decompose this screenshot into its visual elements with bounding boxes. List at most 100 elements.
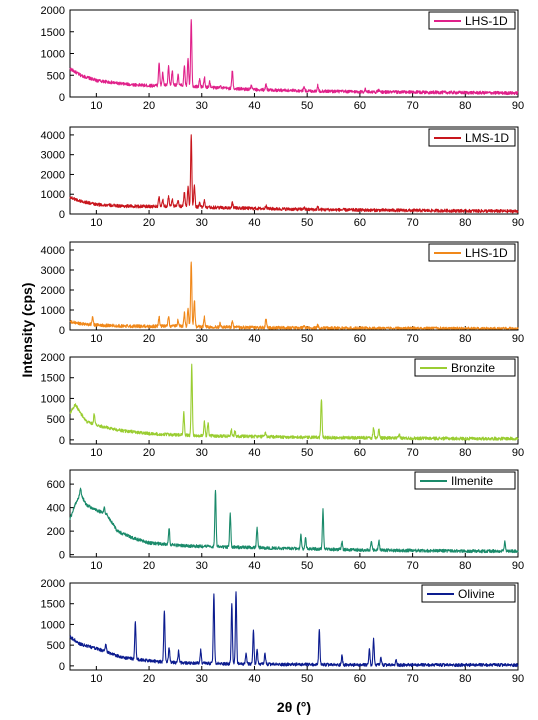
x-tick-label: 10 <box>90 560 102 572</box>
x-tick-label: 20 <box>143 447 155 459</box>
x-tick-label: 70 <box>406 100 418 112</box>
panel-5: 10 20 30 40 50 60 70 80 90 0 200 400 600 Ilmenite <box>47 469 524 572</box>
series-line <box>69 261 519 330</box>
y-axis-title: Intensity (cps) <box>19 283 35 378</box>
x-tick-label: 70 <box>406 333 418 345</box>
y-tick-label: 400 <box>47 503 65 515</box>
y-tick-label: 4000 <box>41 245 65 257</box>
x-tick-label: 60 <box>354 673 366 685</box>
x-tick-label: 50 <box>301 560 313 572</box>
plot-frame <box>69 356 519 445</box>
x-tick-label: 40 <box>248 217 260 229</box>
x-tick-label: 20 <box>143 217 155 229</box>
legend-box <box>428 243 516 262</box>
panel-2: 10 20 30 40 50 60 70 80 90 0 1000 2000 3000 4000 LMS-1… <box>41 126 524 229</box>
legend-box <box>428 11 516 30</box>
x-tick-label: 90 <box>512 560 524 572</box>
x-tick-label: 30 <box>196 217 208 229</box>
series-line <box>69 19 519 96</box>
series-line <box>69 487 519 554</box>
x-tick-label: 80 <box>459 100 471 112</box>
x-tick-label: 90 <box>512 217 524 229</box>
x-tick-label: 20 <box>143 100 155 112</box>
x-tick-label: 90 <box>512 333 524 345</box>
x-tick-label: 30 <box>196 673 208 685</box>
x-tick-label: 40 <box>248 333 260 345</box>
x-tick-label: 40 <box>248 560 260 572</box>
plot-frame <box>69 469 519 558</box>
x-tick-label: 20 <box>143 673 155 685</box>
x-tick-label: 50 <box>301 333 313 345</box>
y-tick-label: 0 <box>59 209 65 221</box>
x-tick-label: 70 <box>406 447 418 459</box>
plot-frame <box>69 241 519 331</box>
y-tick-label: 2000 <box>41 285 65 297</box>
panel-4: 10 20 30 40 50 60 70 80 90 0 500 1000 1500 2000 Bronzi… <box>41 352 525 459</box>
series-line <box>69 363 519 441</box>
x-tick-label: 90 <box>512 447 524 459</box>
y-tick-label: 0 <box>59 92 65 104</box>
x-tick-label: 50 <box>301 447 313 459</box>
x-tick-label: 20 <box>143 560 155 572</box>
y-tick-label: 1000 <box>41 49 65 61</box>
series-line <box>69 591 519 668</box>
x-tick-label: 80 <box>459 673 471 685</box>
plot-frame <box>69 126 519 215</box>
x-tick-label: 70 <box>406 560 418 572</box>
legend-box <box>414 358 516 377</box>
x-tick-label: 40 <box>248 673 260 685</box>
y-tick-label: 2000 <box>41 578 65 590</box>
x-tick-label: 90 <box>512 673 524 685</box>
y-tick-label: 200 <box>47 526 65 538</box>
panels-group: 10 20 30 40 50 60 70 80 900500100015002000LHS-1D… <box>41 5 525 685</box>
y-tick-label: 1500 <box>41 27 65 39</box>
y-tick-label: 500 <box>47 70 65 82</box>
y-tick-label: 1500 <box>41 373 65 385</box>
x-axis-title: 2θ (°) <box>277 699 311 715</box>
y-tick-label: 500 <box>47 640 65 652</box>
x-tick-label: 80 <box>459 217 471 229</box>
x-tick-label: 70 <box>406 217 418 229</box>
legend-box <box>428 128 516 147</box>
x-tick-label: 10 <box>90 100 102 112</box>
legend-label: Ilmenite <box>451 474 493 488</box>
y-tick-label: 0 <box>59 661 65 673</box>
x-tick-label: 80 <box>459 447 471 459</box>
y-tick-label: 0 <box>59 550 65 562</box>
y-tick-label: 600 <box>47 479 65 491</box>
x-tick-label: 30 <box>196 560 208 572</box>
y-tick-label: 2000 <box>41 5 65 17</box>
legend-box <box>421 584 516 603</box>
x-tick-label: 60 <box>354 333 366 345</box>
x-tick-label: 50 <box>301 217 313 229</box>
y-tick-label: 1000 <box>41 619 65 631</box>
y-tick-label: 3000 <box>41 150 65 162</box>
panel-6: 10 20 30 40 50 60 70 80 90 0 500 1000 1500 2000 Olivin… <box>41 578 525 685</box>
x-tick-label: 50 <box>301 100 313 112</box>
legend-label: LMS-1D <box>465 131 509 145</box>
y-tick-label: 0 <box>59 435 65 447</box>
x-tick-label: 10 <box>90 673 102 685</box>
y-tick-label: 1000 <box>41 393 65 405</box>
y-tick-label: 2000 <box>41 169 65 181</box>
legend-label: Olivine <box>458 587 495 601</box>
series-line <box>69 134 519 214</box>
x-tick-label: 30 <box>196 447 208 459</box>
y-tick-label: 4000 <box>41 130 65 142</box>
legend-box <box>414 471 516 490</box>
x-tick-label: 60 <box>354 217 366 229</box>
y-tick-label: 1500 <box>41 599 65 611</box>
x-tick-label: 10 <box>90 447 102 459</box>
y-tick-label: 1000 <box>41 189 65 201</box>
panel-1: 10 20 30 40 50 60 70 80 90 0 500 1000 1500 2000 LHS-1D <box>41 5 525 112</box>
x-tick-label: 10 <box>90 217 102 229</box>
x-tick-label: 60 <box>354 447 366 459</box>
x-tick-label: 40 <box>248 447 260 459</box>
y-tick-label: 2000 <box>41 352 65 364</box>
x-tick-label: 10 <box>90 333 102 345</box>
x-tick-label: 30 <box>196 333 208 345</box>
y-tick-label: 0 <box>59 325 65 337</box>
y-tick-label: 1000 <box>41 305 65 317</box>
x-tick-label: 20 <box>143 333 155 345</box>
